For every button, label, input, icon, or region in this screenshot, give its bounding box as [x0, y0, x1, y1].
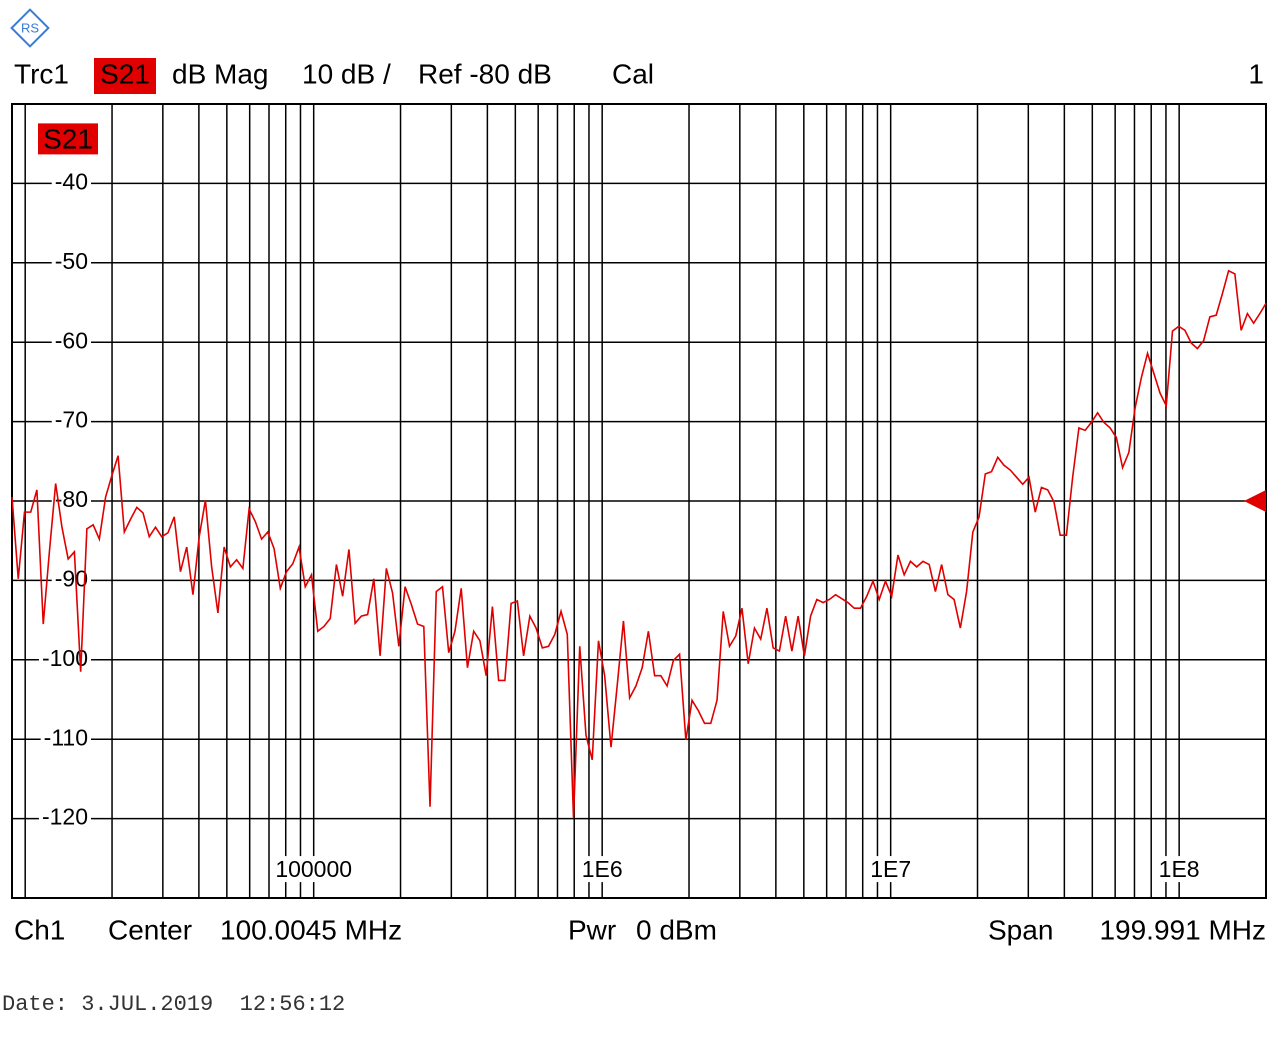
- x-tick-label: 1E6: [582, 856, 623, 882]
- reference-label: Ref -80 dB: [418, 58, 552, 89]
- y-tick-label: -90: [55, 565, 88, 591]
- label-bg: [1155, 856, 1203, 883]
- y-tick-label: -40: [55, 168, 88, 194]
- label-bg: [40, 724, 91, 751]
- x-tick-label: 1E8: [1159, 856, 1200, 882]
- center-value: 100.0045 MHz: [220, 914, 402, 945]
- svg-text:RS: RS: [21, 20, 39, 35]
- power-value: 0 dBm: [636, 914, 717, 945]
- y-tick-label: -120: [42, 804, 88, 830]
- center-label: Center: [108, 914, 192, 945]
- param-label: S21: [100, 58, 150, 89]
- span-label: Span: [988, 914, 1053, 945]
- label-bg: [867, 856, 915, 883]
- x-tick-label: 1E7: [870, 856, 911, 882]
- scale-label: 10 dB /: [302, 58, 391, 89]
- ref-marker: [1244, 490, 1266, 512]
- trace-line: [11, 269, 1267, 818]
- legend-box: [38, 123, 98, 155]
- channel-label: Ch1: [14, 914, 65, 945]
- y-tick-label: -50: [55, 248, 88, 274]
- legend: S21: [38, 123, 98, 155]
- label-bg: [38, 803, 91, 830]
- label-bg: [51, 327, 91, 354]
- label-bg: [578, 856, 626, 883]
- y-tick-label: -110: [44, 724, 88, 750]
- date-stamp: Date: 3.JUL.2019 12:56:12: [2, 992, 345, 1017]
- trace-label: Trc1: [14, 58, 69, 89]
- label-bg: [51, 247, 91, 274]
- label-bg: [51, 406, 91, 433]
- grid: [12, 104, 1266, 898]
- power-label: Pwr: [568, 914, 616, 945]
- window-label: 1: [1248, 58, 1264, 89]
- y-tick-label: -80: [55, 486, 88, 512]
- y-tick-label: -70: [55, 407, 88, 433]
- span-value: 199.991 MHz: [1099, 914, 1266, 945]
- x-tick-label: 100000: [275, 856, 352, 882]
- cal-label: Cal: [612, 58, 654, 89]
- label-bg: [51, 168, 91, 195]
- logo: RS: [10, 8, 50, 48]
- label-bg: [272, 856, 356, 883]
- format-label: dB Mag: [172, 58, 269, 89]
- legend-label: S21: [43, 123, 93, 154]
- y-tick-label: -60: [55, 327, 88, 353]
- param-box: [94, 58, 156, 94]
